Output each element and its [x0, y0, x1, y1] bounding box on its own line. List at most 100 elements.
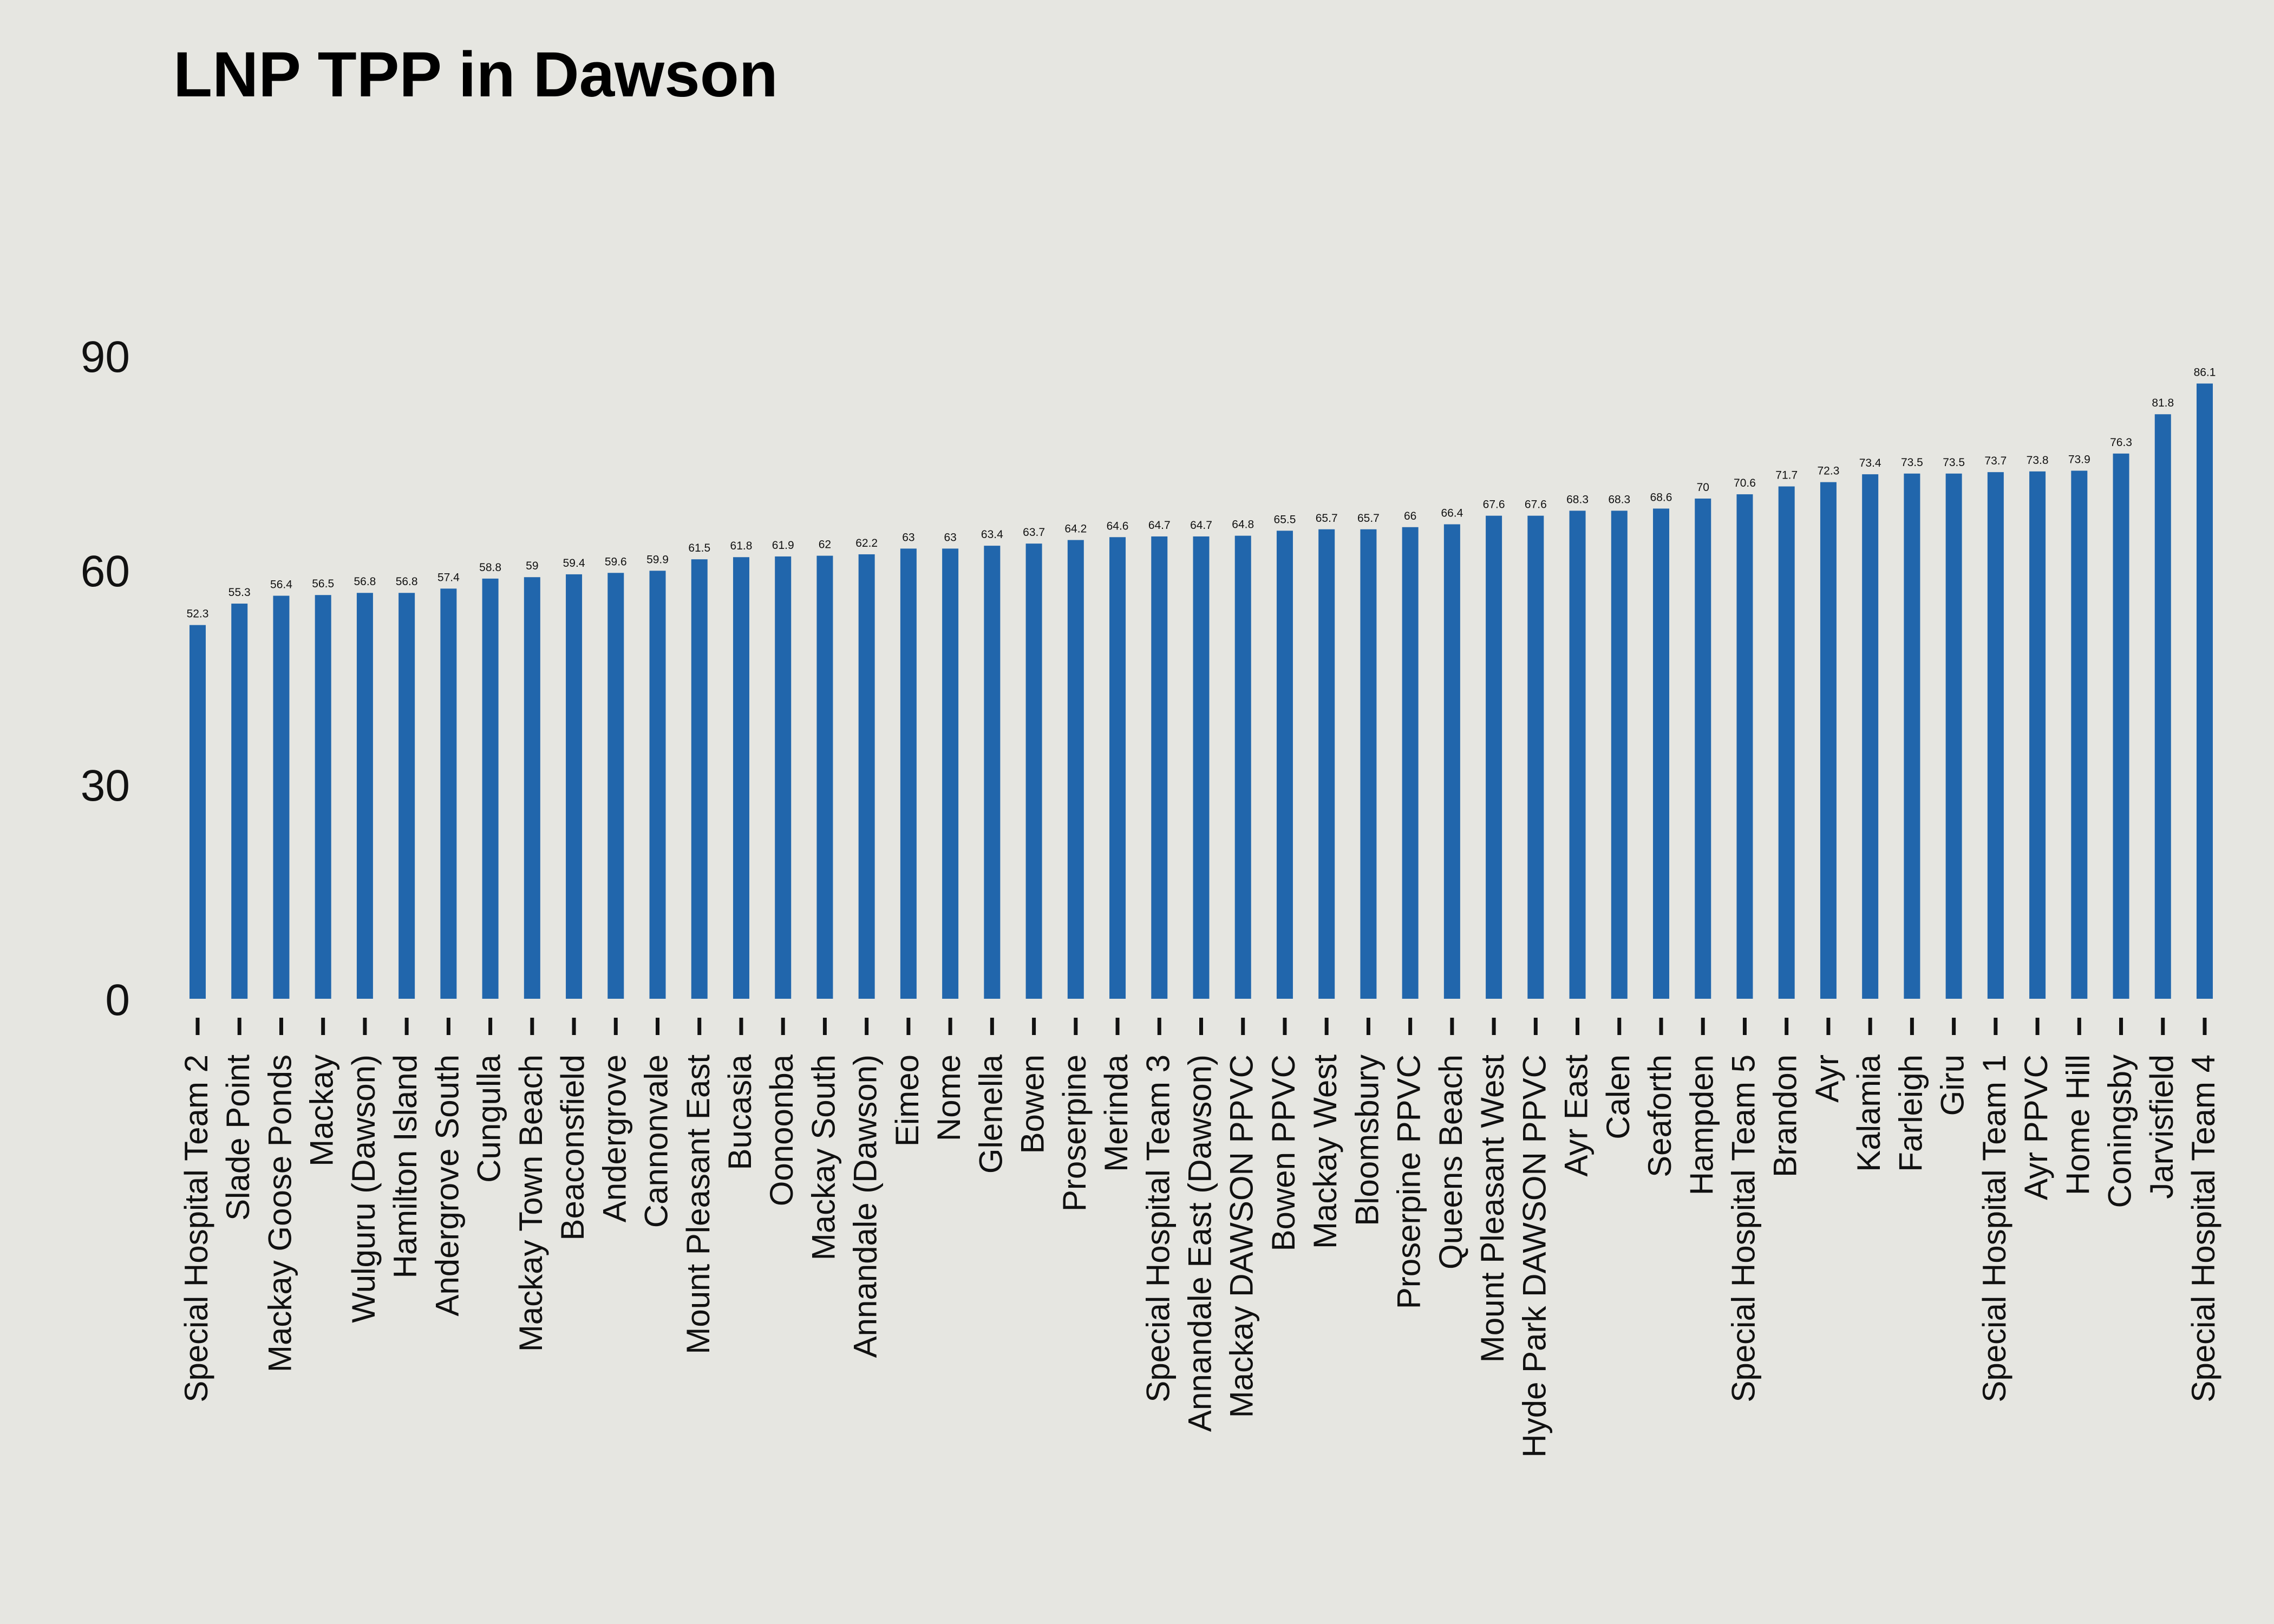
bar [1527, 515, 1544, 999]
value-labels: 52.3 55.3 56.4 56.5 56.8 56.8 57.4 58.8 59 59.4 59… [187, 366, 2216, 620]
bar-value-label: 81.8 [2152, 397, 2174, 409]
y-tick-label: 0 [105, 975, 130, 1025]
x-category-label: Mackay [304, 1055, 340, 1167]
x-category-label: Wulguru (Dawson) [345, 1055, 382, 1323]
bar [2071, 470, 2088, 999]
x-category-label: Beaconsfield [554, 1055, 591, 1241]
bar [1276, 531, 1293, 999]
bar [231, 604, 248, 999]
bar-value-label: 59.9 [646, 553, 669, 566]
bar-value-label: 56.5 [312, 578, 334, 590]
x-category-label: Special Hospital Team 4 [2185, 1055, 2221, 1403]
x-category-label: Seaforth [1642, 1055, 1678, 1177]
bar [649, 571, 666, 999]
bar [315, 595, 331, 999]
chart-title: LNP TPP in Dawson [173, 39, 778, 110]
bar-value-label: 67.6 [1483, 499, 1505, 511]
bars [190, 383, 2213, 999]
bar [942, 548, 959, 999]
bar [691, 559, 708, 999]
bar [1443, 524, 1460, 999]
bar [1736, 494, 1753, 999]
x-category-label: Special Hospital Team 5 [1725, 1055, 1761, 1403]
y-axis: 0 30 60 90 [81, 332, 130, 1025]
bar-value-label: 55.3 [228, 586, 251, 599]
bar [2154, 414, 2171, 999]
x-category-label: Ayr PPVC [2018, 1055, 2054, 1200]
x-category-label: Ayr [1809, 1055, 1845, 1103]
bar-value-label: 64.6 [1107, 520, 1129, 532]
bar [356, 593, 373, 999]
x-category-label: Kalamia [1851, 1054, 1887, 1171]
x-category-label: Jarvisfield [2144, 1055, 2180, 1199]
bar-value-label: 56.4 [270, 579, 292, 591]
x-axis: Special Hospital Team 2 Slade Point Mackay… [178, 1018, 2221, 1458]
x-category-label: Slade Point [220, 1055, 256, 1221]
x-category-label: Special Hospital Team 3 [1140, 1055, 1176, 1403]
bar-value-label: 73.5 [1943, 456, 1965, 469]
bar [1486, 515, 1502, 999]
bar [273, 595, 290, 999]
x-category-label: Queens Beach [1433, 1055, 1469, 1269]
bar [2029, 471, 2046, 999]
x-category-label: Mackay Goose Ponds [262, 1055, 298, 1372]
bar-value-label: 63 [944, 531, 956, 543]
bar [1151, 536, 1168, 999]
bar-value-label: 64.2 [1064, 523, 1087, 535]
bar-value-label: 72.3 [1818, 465, 1840, 477]
x-category-label: Andergrove South [429, 1055, 465, 1317]
bar-value-label: 71.7 [1775, 469, 1798, 482]
x-category-label: Bowen [1015, 1055, 1051, 1154]
x-category-label: Bloomsbury [1349, 1055, 1385, 1226]
x-category-label: Hampden [1683, 1055, 1720, 1195]
x-category-label: Bucasia [722, 1054, 758, 1170]
y-tick-label: 30 [81, 761, 130, 810]
bar-value-label: 66 [1404, 510, 1416, 522]
bar [607, 573, 624, 999]
bar [1067, 540, 1084, 999]
bar-value-label: 65.5 [1274, 513, 1296, 526]
x-category-label: Special Hospital Team 2 [178, 1055, 214, 1403]
bar [1360, 529, 1377, 999]
bar [858, 554, 875, 999]
x-category-label: Cungulla [471, 1054, 507, 1182]
bar-value-label: 64.7 [1190, 519, 1212, 532]
bar-value-label: 68.3 [1608, 493, 1630, 506]
x-category-label: Annandale East (Dawson) [1182, 1055, 1218, 1432]
bar-value-label: 64.7 [1148, 519, 1171, 532]
bar-value-label: 58.8 [479, 561, 501, 574]
bar-value-label: 66.4 [1441, 507, 1463, 520]
x-category-label: Proserpine [1056, 1055, 1093, 1212]
bar-value-label: 62 [819, 539, 831, 551]
bar [1945, 473, 1962, 999]
bar [1862, 474, 1879, 999]
x-category-label: Mackay West [1307, 1055, 1343, 1249]
bar [398, 593, 415, 999]
bar [1402, 527, 1419, 999]
bar-value-label: 52.3 [187, 608, 209, 620]
x-category-label: Eimeo [889, 1055, 925, 1147]
x-category-label: Oonoonba [763, 1054, 800, 1206]
bar [524, 577, 540, 999]
bar [1109, 537, 1126, 999]
bar [1569, 510, 1586, 999]
x-category-label: Mackay South [805, 1055, 841, 1260]
bar-value-label: 73.4 [1859, 457, 1881, 469]
bar-value-label: 73.5 [1901, 456, 1923, 469]
x-category-label: Farleigh [1892, 1055, 1929, 1172]
x-category-label: Mackay Town Beach [513, 1055, 549, 1352]
x-category-label: Hyde Park DAWSON PPVC [1516, 1055, 1552, 1458]
x-category-label: Brandon [1767, 1055, 1803, 1177]
x-category-label: Nome [931, 1055, 967, 1141]
x-category-label: Special Hospital Team 1 [1976, 1055, 2012, 1403]
bar [2197, 383, 2213, 999]
bar-value-label: 70.6 [1734, 477, 1756, 489]
bar-value-label: 63.4 [981, 528, 1003, 541]
bar-value-label: 76.3 [2110, 436, 2132, 449]
x-category-label: Coningsby [2102, 1055, 2138, 1208]
bar [1318, 529, 1335, 999]
bar-value-label: 62.2 [855, 537, 878, 549]
bar [1653, 508, 1670, 999]
bar-value-label: 63.7 [1023, 526, 1045, 539]
